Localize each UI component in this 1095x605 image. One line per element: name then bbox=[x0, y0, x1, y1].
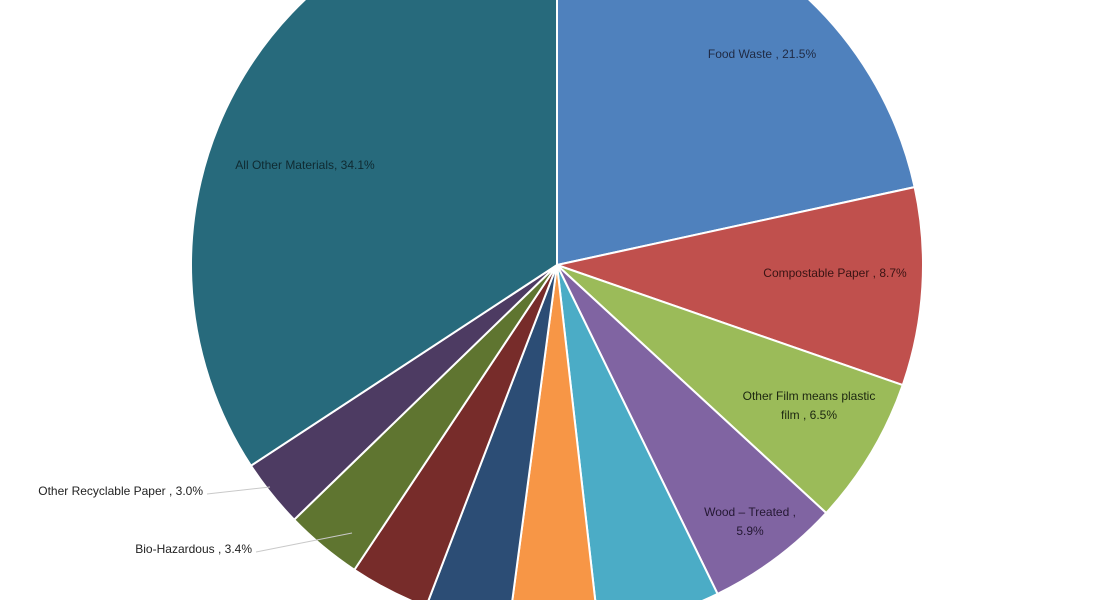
leader-line-9 bbox=[255, 532, 353, 553]
slice-label-10: Other Recyclable Paper , 3.0% bbox=[38, 484, 203, 498]
pie-slice-2 bbox=[553, 185, 924, 387]
slice-label-2: Compostable Paper , 8.7% bbox=[763, 266, 907, 280]
pie-slice-4 bbox=[556, 264, 828, 596]
pie-slice-5 bbox=[556, 264, 719, 605]
slice-label-4: Wood – Treated , 5.9% bbox=[704, 505, 796, 538]
pie-slice-11 bbox=[190, 0, 558, 468]
slice-label-1: Food Waste , 21.5% bbox=[708, 47, 817, 61]
pie-slice-3 bbox=[556, 264, 905, 515]
pie-slice-1 bbox=[556, 0, 916, 267]
slice-label-9: Bio-Hazardous , 3.4% bbox=[135, 542, 252, 556]
slice-label-3: Other Film means plastic film , 6.5% bbox=[743, 389, 876, 422]
pie-slice-6 bbox=[510, 264, 597, 605]
slice-label-11: All Other Materials, 34.1% bbox=[235, 158, 375, 172]
leader-line-10 bbox=[206, 486, 271, 495]
